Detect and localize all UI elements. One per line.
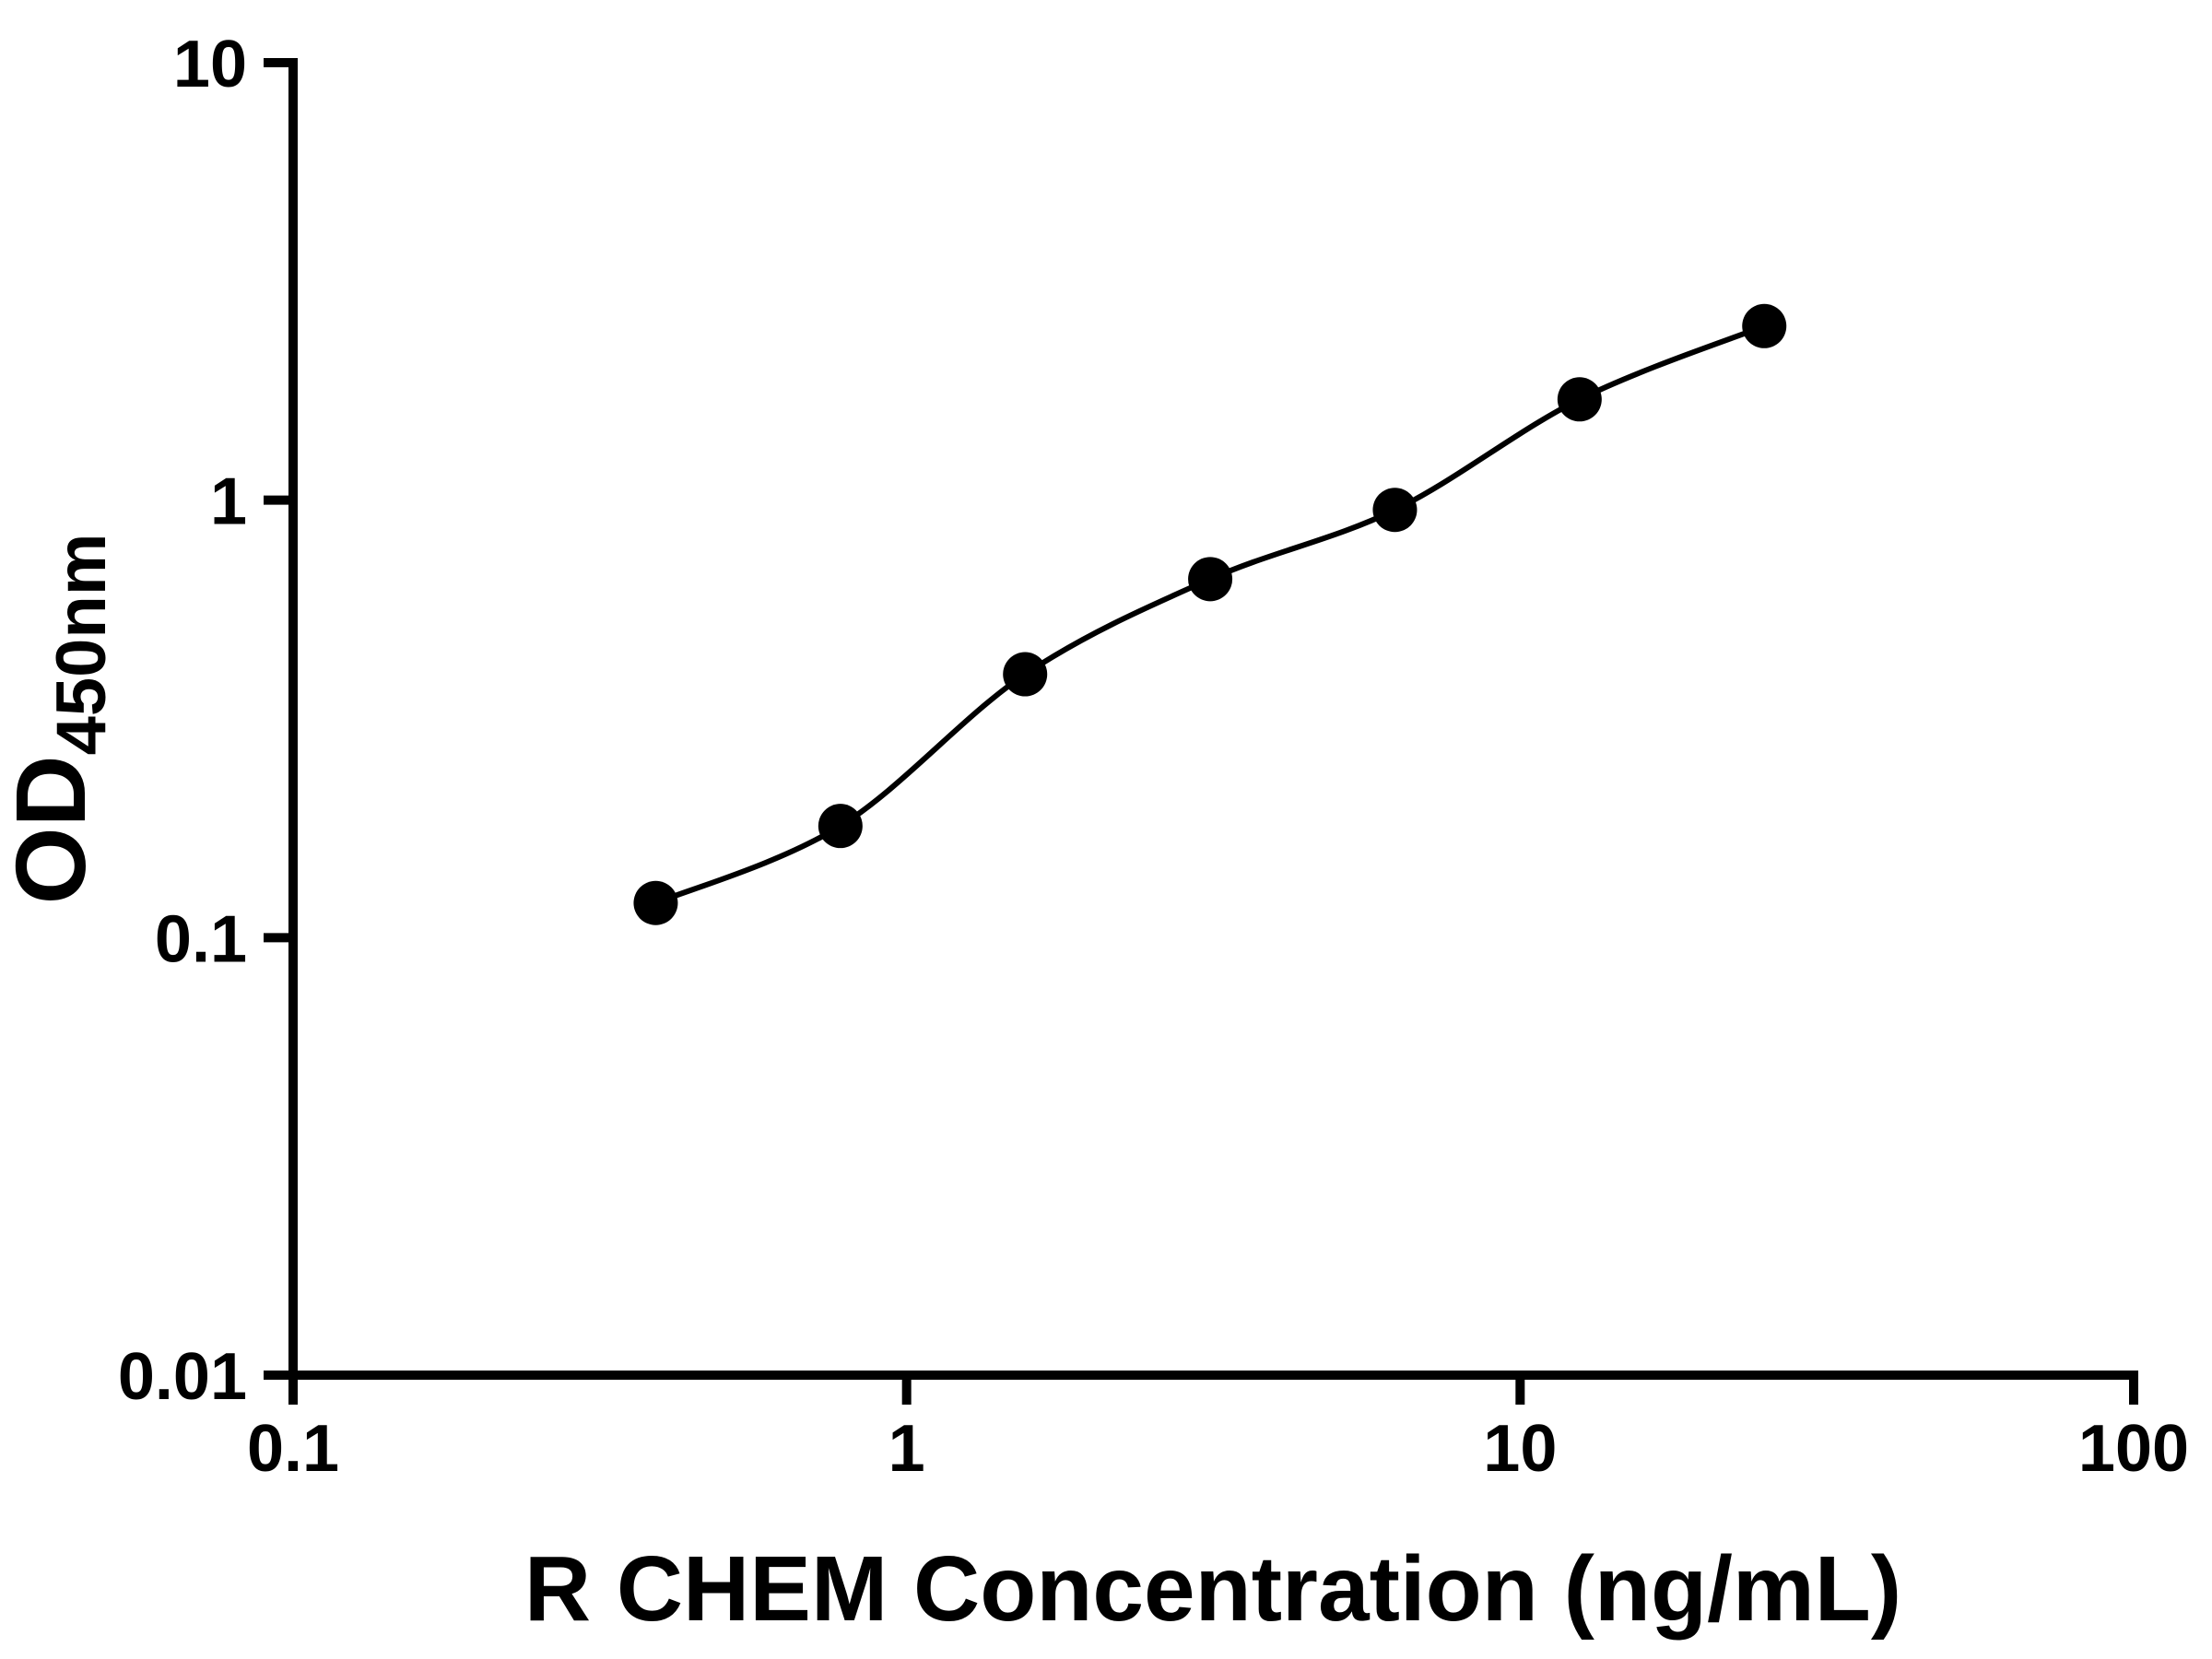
data-point <box>1742 303 1787 348</box>
data-point <box>1557 377 1602 422</box>
y-tick-label: 10 <box>173 28 247 101</box>
y-tick-label: 1 <box>210 465 247 539</box>
y-axis-title-main: OD <box>0 755 106 904</box>
y-axis-title-sub: 450nm <box>42 534 121 756</box>
x-tick-label: 0.1 <box>247 1412 339 1486</box>
y-tick-label: 0.1 <box>155 902 247 976</box>
x-tick-label: 1 <box>888 1412 925 1486</box>
y-axis-title: OD450nm <box>0 534 121 905</box>
data-point <box>818 804 863 849</box>
data-point <box>1188 557 1233 602</box>
data-point <box>1003 652 1048 697</box>
data-point <box>1372 488 1418 533</box>
x-tick-label: 100 <box>2078 1412 2189 1486</box>
x-tick-label: 10 <box>1483 1412 1557 1486</box>
data-point <box>633 880 678 925</box>
data-points <box>633 303 1787 925</box>
y-tick-label: 0.01 <box>118 1340 247 1414</box>
x-axis-title: R CHEM Concentration (ng/mL) <box>524 1537 1901 1641</box>
